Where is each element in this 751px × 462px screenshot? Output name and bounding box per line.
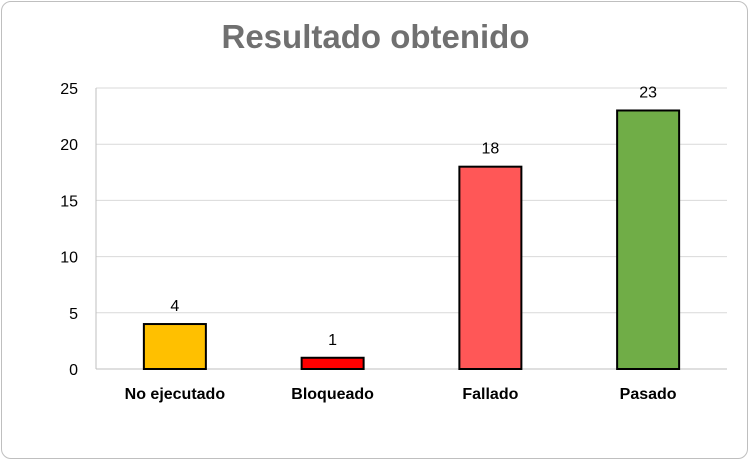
data-label: 4 (170, 298, 179, 315)
y-tick-label: 5 (69, 306, 78, 323)
y-axis-ticks: 0 5 10 15 20 25 (60, 81, 78, 379)
category-label: Pasado (620, 386, 677, 403)
data-label: 18 (481, 141, 499, 158)
y-tick-label: 0 (69, 362, 78, 379)
bar (616, 109, 681, 370)
y-tick-label: 10 (60, 250, 78, 267)
bar (300, 356, 365, 371)
data-label: 1 (328, 332, 337, 349)
bar (142, 323, 207, 371)
bars (142, 109, 681, 371)
category-label: Fallado (462, 386, 518, 403)
data-labels: 4 1 18 23 (170, 84, 657, 348)
bar (458, 165, 523, 370)
category-label: Bloqueado (291, 386, 374, 403)
category-label: No ejecutado (125, 386, 226, 403)
y-tick-label: 15 (60, 193, 78, 210)
chart-title: Resultado obtenido (221, 18, 530, 55)
category-labels: No ejecutado Bloqueado Fallado Pasado (125, 386, 677, 403)
data-label: 23 (639, 84, 657, 101)
y-tick-label: 20 (60, 137, 78, 154)
y-tick-label: 25 (60, 81, 78, 98)
